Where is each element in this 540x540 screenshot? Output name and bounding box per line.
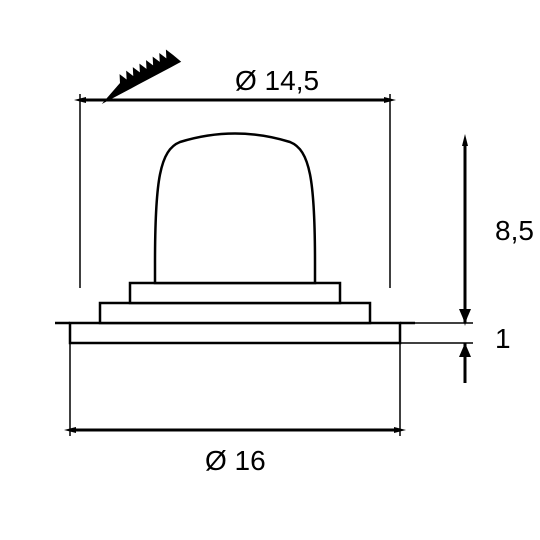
dim-top-label: Ø 14,5 (235, 65, 319, 96)
fixture-dome (155, 134, 315, 284)
dim-flange-label: 1 (495, 323, 511, 354)
dimension-drawing: Ø 14,5 Ø 16 8,5 1 (0, 0, 540, 540)
dim-bottom-label: Ø 16 (205, 445, 266, 476)
dim-height-label: 8,5 (495, 215, 534, 246)
